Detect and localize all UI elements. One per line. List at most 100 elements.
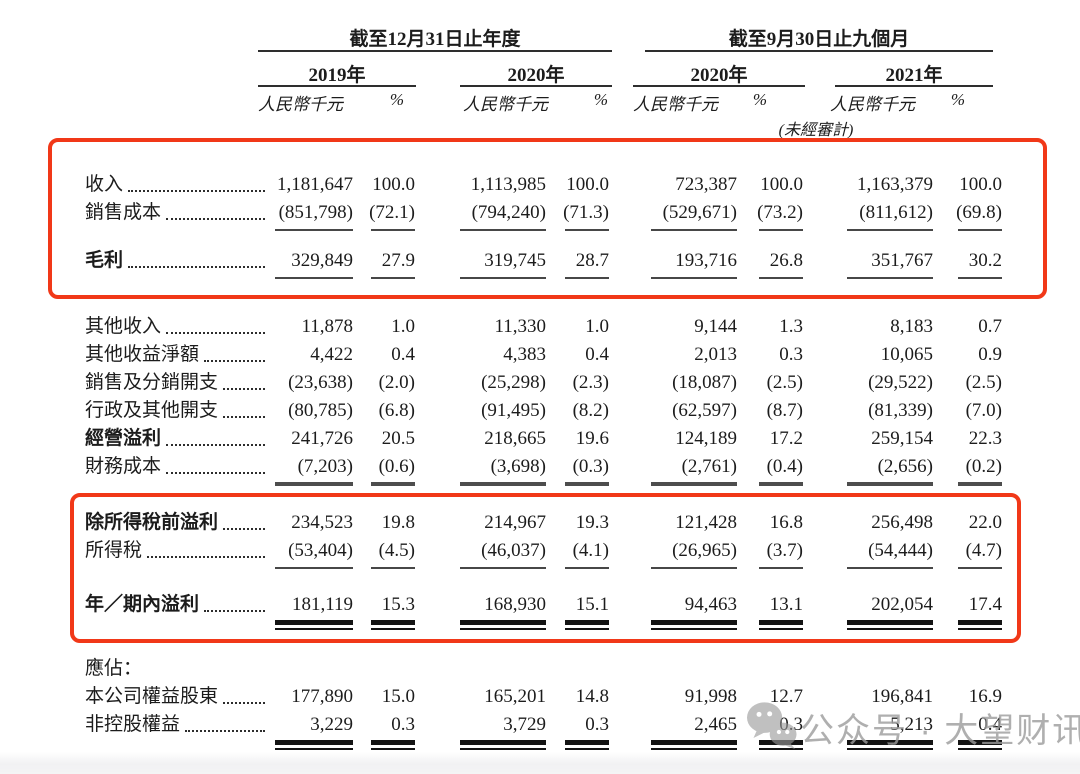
year-2019-underline (258, 85, 416, 87)
table-row: 所得稅 (53,404) (4.5) (46,037) (4.1) (26,965) (3.… (85, 537, 1002, 565)
value-cell: 13.1 (769, 594, 803, 615)
year-2020-nine-month-label: 2020年 (690, 65, 748, 86)
value-cell: 723,387 (675, 174, 737, 195)
table-row: 收入 1,181,647 100.0 1,113,985 100.0 723,387 100… (85, 171, 1002, 199)
pct-header-4: % (950, 90, 966, 109)
value-cell: 12.7 (769, 686, 803, 707)
row-gap (85, 489, 1002, 509)
row-label: 年／期內溢利 (85, 594, 200, 615)
value-cell: 0.4 (585, 344, 609, 365)
value-cell: 19.8 (381, 512, 415, 533)
value-cell: (29,522) (868, 372, 933, 393)
table-row: 非控股權益 3,229 0.3 3,729 0.3 2,465 0.3 5,213 0.4 (85, 711, 1002, 739)
value-cell: (2,656) (877, 456, 933, 477)
table-row: 經營溢利 241,726 20.5 218,665 19.6 124,189 17.2 259… (85, 425, 1002, 453)
page-edge-strip (0, 752, 1080, 774)
column-rule (847, 482, 933, 486)
column-rule (958, 277, 1002, 279)
row-label: 所得稅 (85, 540, 143, 561)
unit-header-1: 人民幣千元 (258, 95, 343, 114)
rule-row-double (85, 619, 1002, 633)
table-row: 銷售成本 (851,798) (72.1) (794,240) (71.3) (529,6… (85, 199, 1002, 227)
column-rule (565, 620, 609, 630)
row-label: 除所得稅前溢利 (85, 512, 219, 533)
value-cell: 100.0 (566, 174, 609, 195)
row-label: 行政及其他開支 (85, 400, 219, 421)
value-cell: 20.5 (381, 428, 415, 449)
value-cell: 218,665 (484, 428, 546, 449)
column-rule (847, 229, 933, 231)
column-rule (651, 567, 737, 569)
value-cell: 0.3 (391, 714, 415, 735)
value-cell: 202,054 (871, 594, 933, 615)
value-cell: 4,422 (310, 344, 353, 365)
column-rule (275, 229, 353, 231)
value-cell: 17.2 (769, 428, 803, 449)
value-cell: (72.1) (369, 202, 415, 223)
value-cell: 100.0 (372, 174, 415, 195)
dot-leader (128, 190, 265, 192)
value-cell: 0.4 (391, 344, 415, 365)
value-cell: 27.9 (381, 250, 415, 271)
value-cell: 91,998 (684, 686, 737, 707)
rule-row-single-thick (85, 481, 1002, 489)
column-rule (371, 740, 415, 750)
value-cell: (851,798) (278, 202, 353, 223)
value-cell: 0.3 (779, 714, 803, 735)
column-rule (565, 567, 609, 569)
row-label: 其他收入 (85, 316, 162, 337)
pct-header-2: % (593, 90, 609, 109)
value-cell: 15.3 (381, 594, 415, 615)
unaudited-note: (未經審計) (778, 122, 854, 139)
value-cell: (811,612) (859, 202, 933, 223)
value-cell: (2.3) (572, 372, 609, 393)
column-rule (460, 229, 546, 231)
value-cell: (4.1) (572, 540, 609, 561)
header-nine-month-period: 截至9月30日止九個月 (728, 29, 910, 50)
value-cell: 1,113,985 (470, 174, 546, 195)
table-row: 財務成本 (7,203) (0.6) (3,698) (0.3) (2,761) (0.4)… (85, 453, 1002, 481)
annual-group-underline (258, 50, 612, 52)
value-cell: 11,878 (301, 316, 353, 337)
financial-table-body: 收入 1,181,647 100.0 1,113,985 100.0 723,387 100… (85, 171, 1002, 753)
column-rule (565, 277, 609, 279)
column-rule (958, 229, 1002, 231)
column-rule (759, 277, 803, 279)
value-cell: 15.0 (381, 686, 415, 707)
table-row: 毛利 329,849 27.9 319,745 28.7 193,716 26.8 351,7… (85, 247, 1002, 275)
column-rule (275, 277, 353, 279)
value-cell: 10,065 (880, 344, 933, 365)
column-rule (460, 277, 546, 279)
column-rule (371, 482, 415, 486)
value-cell: 2,465 (694, 714, 737, 735)
column-rule (565, 740, 609, 750)
value-cell: 3,229 (310, 714, 353, 735)
value-cell: (54,444) (868, 540, 933, 561)
table-row: 應佔： (85, 655, 1002, 683)
rule-row-single (85, 565, 1002, 573)
year-2021-label: 2021年 (885, 65, 943, 86)
value-cell: 14.8 (575, 686, 609, 707)
value-cell: 214,967 (484, 512, 546, 533)
value-cell: 181,119 (291, 594, 353, 615)
column-rule (460, 620, 546, 630)
dot-leader (166, 218, 265, 220)
row-gap (85, 573, 1002, 591)
value-cell: 0.4 (978, 714, 1002, 735)
value-cell: (18,087) (672, 372, 737, 393)
value-cell: 193,716 (675, 250, 737, 271)
value-cell: 28.7 (575, 250, 609, 271)
row-label: 經營溢利 (85, 428, 162, 449)
value-cell: 259,154 (871, 428, 933, 449)
unit-header-3: 人民幣千元 (633, 95, 718, 114)
value-cell: 19.6 (575, 428, 609, 449)
value-cell: 124,189 (675, 428, 737, 449)
value-cell: (6.8) (378, 400, 415, 421)
row-label: 財務成本 (85, 456, 162, 477)
value-cell: (71.3) (563, 202, 609, 223)
column-rule (275, 740, 353, 750)
value-cell: 22.3 (968, 428, 1002, 449)
value-cell: 11,330 (494, 316, 546, 337)
row-label: 收入 (85, 174, 124, 195)
